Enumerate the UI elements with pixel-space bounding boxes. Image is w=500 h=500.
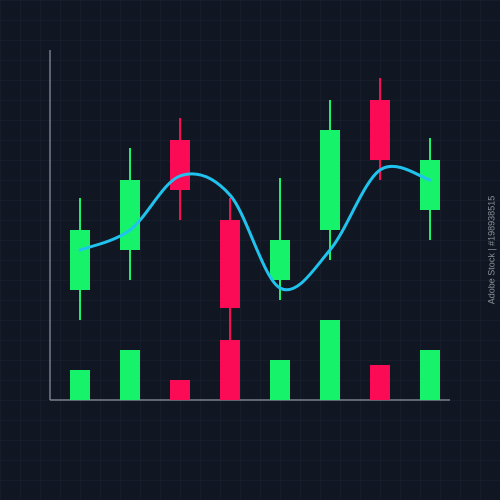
candle-body	[270, 240, 290, 280]
volume-bar	[320, 320, 340, 400]
volume-bar	[120, 350, 140, 400]
candle-body	[420, 160, 440, 210]
candle-body	[120, 180, 140, 250]
watermark-id: Adobe Stock | #198938515	[486, 196, 496, 304]
volume-bar	[70, 370, 90, 400]
volume-bar	[370, 365, 390, 400]
candle-body	[320, 130, 340, 230]
volume-bar	[270, 360, 290, 400]
volume-bar	[220, 340, 240, 400]
candle-body	[220, 220, 240, 308]
trend-line	[78, 164, 432, 292]
candle-body	[70, 230, 90, 290]
candle-body	[370, 100, 390, 160]
volume-bar	[420, 350, 440, 400]
candle-body	[170, 140, 190, 190]
volume-bar	[170, 380, 190, 400]
